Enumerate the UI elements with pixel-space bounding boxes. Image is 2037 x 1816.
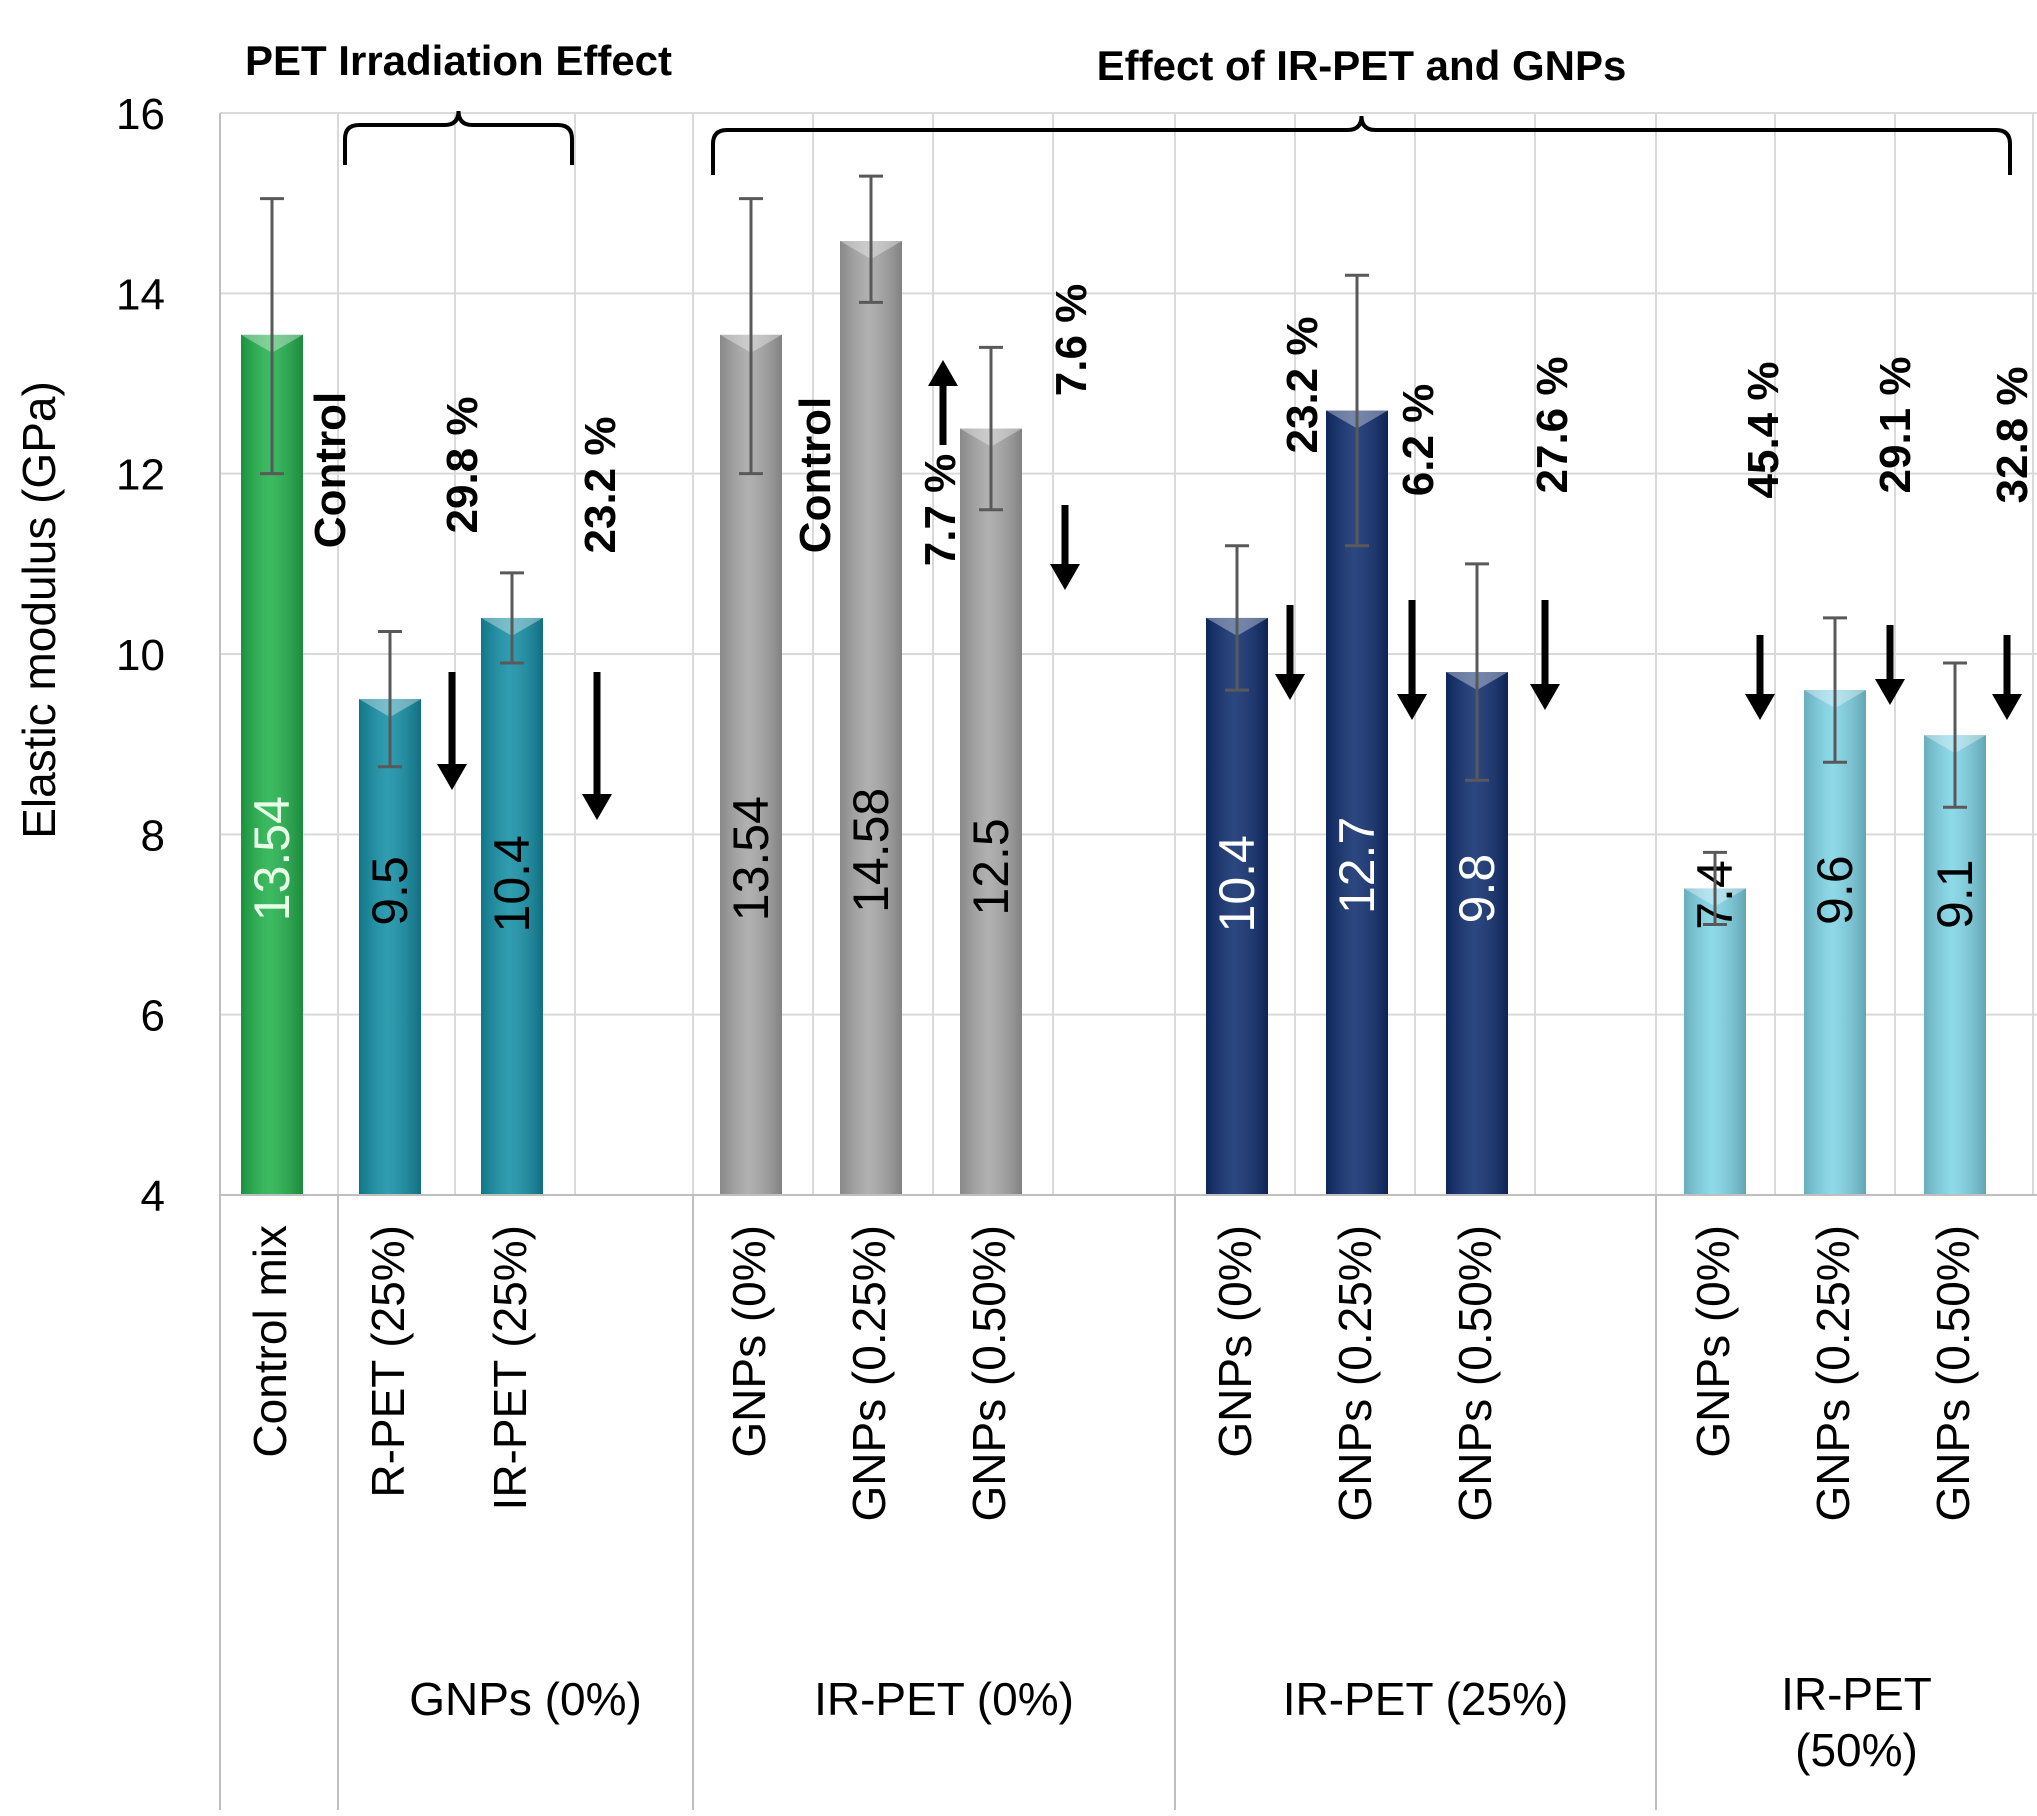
arrow-down-icon bbox=[1875, 679, 1905, 705]
annotation-text: 29.1 % bbox=[1871, 357, 1920, 494]
bar-value-label: 9.8 bbox=[1449, 854, 1505, 924]
x-category-label: Control mix bbox=[244, 1225, 296, 1458]
axes: 4 6 8 10 12 14 16 Control mix R-PET (25%) IR-PET … bbox=[116, 90, 2037, 1810]
x-category-label: R-PET (25%) bbox=[362, 1225, 414, 1498]
group-label: GNPs (0%) bbox=[409, 1673, 642, 1725]
y-axis-label: Elastic modulus (GPa) bbox=[13, 381, 65, 839]
arrow-down-icon bbox=[1745, 694, 1775, 720]
x-category-label: GNPs (0.25%) bbox=[843, 1225, 895, 1522]
arrow-up-icon bbox=[928, 360, 958, 386]
x-category-label: GNPs (0.50%) bbox=[963, 1225, 1015, 1522]
bar-shade bbox=[481, 617, 543, 1195]
annotation-text: Control bbox=[791, 397, 840, 553]
annotation-text: 23.2 % bbox=[1278, 317, 1327, 454]
bracket-label: PET Irradiation Effect bbox=[245, 37, 672, 84]
bar-shade bbox=[359, 699, 421, 1195]
y-tick-label: 10 bbox=[116, 631, 165, 680]
annotations: PET Irradiation Effect Effect of IR-PET a… bbox=[245, 37, 2037, 820]
annotation-text: Control bbox=[306, 392, 355, 548]
x-category-label: GNPs (0.25%) bbox=[1807, 1225, 1859, 1522]
arrow-down-icon bbox=[1050, 564, 1080, 590]
x-category-label: GNPs (0.50%) bbox=[1449, 1225, 1501, 1522]
bracket-label: Effect of IR-PET and GNPs bbox=[1097, 42, 1627, 89]
x-category-label: GNPs (0.50%) bbox=[1927, 1225, 1979, 1522]
bar-shade bbox=[840, 241, 902, 1195]
annotation-text: 29.8 % bbox=[438, 397, 487, 534]
bar-value-label: 13.54 bbox=[244, 796, 300, 921]
arrow-down-icon bbox=[582, 794, 612, 820]
bar-shade bbox=[1804, 690, 1866, 1195]
annotation-text: 23.2 % bbox=[576, 417, 625, 554]
arrow-down-icon bbox=[1397, 694, 1427, 720]
bar-value-label: 9.6 bbox=[1807, 855, 1863, 925]
group-label: IR-PET (0%) bbox=[814, 1673, 1074, 1725]
bracket bbox=[711, 115, 2012, 175]
annotation-text: 7.7 % bbox=[916, 454, 965, 567]
group-label: IR-PET (25%) bbox=[1283, 1673, 1568, 1725]
group-label: IR-PET bbox=[1781, 1668, 1932, 1720]
x-category-label: IR-PET (25%) bbox=[484, 1225, 536, 1510]
bar-shade bbox=[1924, 735, 1986, 1195]
bar-value-label: 13.54 bbox=[723, 796, 779, 921]
annotation-text: 32.8 % bbox=[1988, 367, 2037, 504]
y-tick-label: 6 bbox=[141, 992, 165, 1041]
bar-value-label: 9.5 bbox=[362, 856, 418, 926]
y-tick-label: 8 bbox=[141, 811, 165, 860]
bar-value-label: 14.58 bbox=[843, 788, 899, 913]
x-category-label: GNPs (0.25%) bbox=[1329, 1225, 1381, 1522]
bar-value-label: 10.4 bbox=[1209, 835, 1265, 932]
bar-value-label: 12.5 bbox=[963, 818, 1019, 915]
bars: 13.54 9.5 10.4 13.54 14.58 12.5 10.4 12.7 9.8 7.4… bbox=[241, 241, 1986, 1195]
y-tick-label: 12 bbox=[116, 451, 165, 500]
error-bars bbox=[260, 174, 1967, 926]
bar-value-label: 9.1 bbox=[1927, 859, 1983, 929]
bar-shade bbox=[720, 334, 782, 1195]
bar-shade bbox=[241, 334, 303, 1195]
x-category-label: GNPs (0%) bbox=[723, 1225, 775, 1458]
bar-shade bbox=[1684, 888, 1746, 1195]
annotation-text: 6.2 % bbox=[1394, 384, 1443, 497]
annotation-text: 45.4 % bbox=[1739, 362, 1788, 499]
group-label: (50%) bbox=[1795, 1724, 1918, 1776]
arrow-down-icon bbox=[1275, 674, 1305, 700]
y-tick-label: 16 bbox=[116, 90, 165, 139]
x-category-label: GNPs (0%) bbox=[1209, 1225, 1261, 1458]
annotation-text: 7.6 % bbox=[1047, 284, 1096, 397]
arrow-down-icon bbox=[1992, 694, 2022, 720]
y-tick-label: 14 bbox=[116, 270, 165, 319]
y-tick-label: 4 bbox=[141, 1172, 165, 1221]
annotation-text: 27.6 % bbox=[1528, 357, 1577, 494]
bar-shade bbox=[1206, 617, 1268, 1195]
bar-shade bbox=[960, 428, 1022, 1195]
arrow-down-icon bbox=[437, 764, 467, 790]
x-category-label: GNPs (0%) bbox=[1687, 1225, 1739, 1458]
bar-value-label: 12.7 bbox=[1329, 817, 1385, 914]
bracket bbox=[343, 110, 574, 165]
bar-value-label: 10.4 bbox=[484, 835, 540, 932]
arrow-down-icon bbox=[1530, 684, 1560, 710]
